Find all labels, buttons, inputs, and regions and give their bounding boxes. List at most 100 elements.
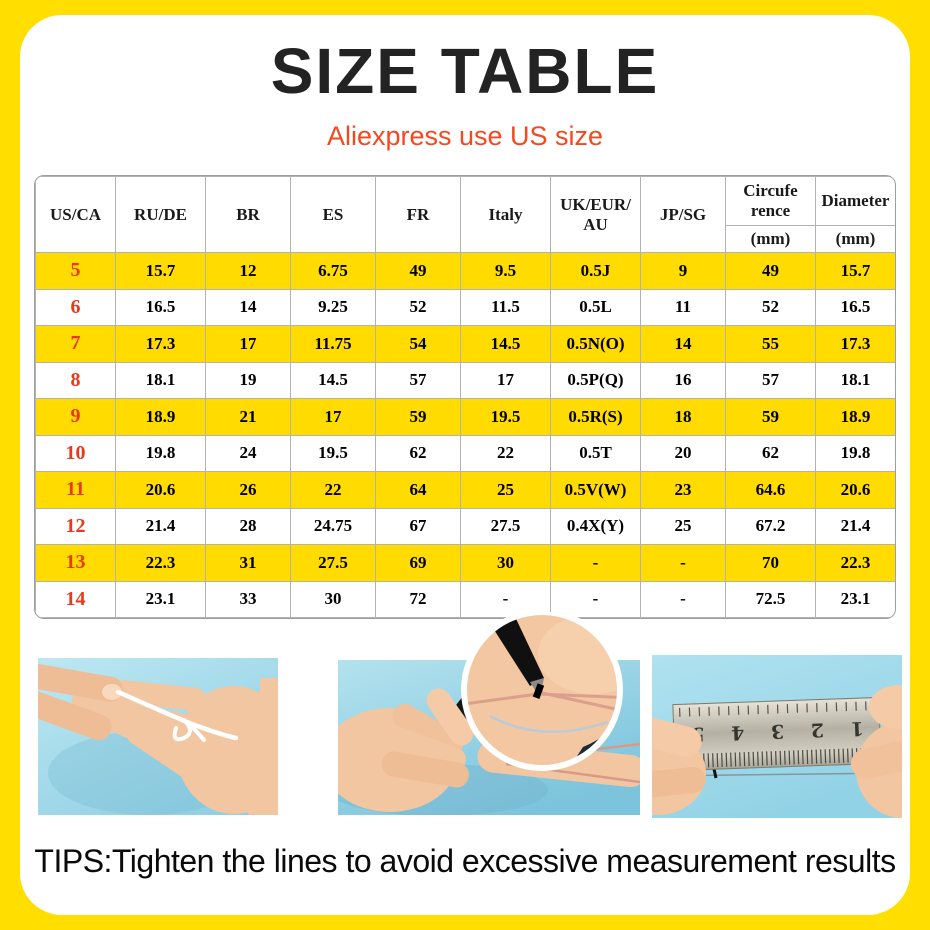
size-row-14: 14 23.1 33 30 72 - - - 72.5 23.1 <box>35 580 895 618</box>
unit-cell-diameter-mm: (mm) <box>815 225 895 253</box>
size-row-11: 11 20.6 26 22 64 25 0.5V(W) 23 64.6 20.6 <box>35 471 895 509</box>
size-cell: 21.4 <box>815 507 895 545</box>
size-cell: 18 <box>640 398 726 436</box>
size-cell: 9.25 <box>290 288 376 326</box>
size-cell: 17.3 <box>815 325 895 363</box>
size-cell: 25 <box>460 471 551 509</box>
size-cell: 0.5R(S) <box>550 398 641 436</box>
measure-step-photo-2 <box>338 612 640 815</box>
column-header-italy: Italy <box>460 176 551 253</box>
size-cell: 57 <box>725 361 816 399</box>
column-header-es: ES <box>290 176 376 253</box>
mark-string-illustration <box>338 612 640 815</box>
size-cell: 9 <box>640 252 726 290</box>
right-hand-icon <box>850 685 902 818</box>
size-table-frame: US/CA RU/DE BR ES FR Italy UK/EUR/ AU JP… <box>34 175 896 619</box>
size-cell: 14.5 <box>290 361 376 399</box>
size-cell: 49 <box>375 252 461 290</box>
size-cell: 14 <box>640 325 726 363</box>
size-cell: 6.75 <box>290 252 376 290</box>
us-size-cell: 12 <box>35 507 116 545</box>
size-cell: 52 <box>725 288 816 326</box>
size-cell: 26 <box>205 471 291 509</box>
size-cell: 22 <box>460 434 551 472</box>
size-cell: 59 <box>375 398 461 436</box>
size-cell: 22.3 <box>115 544 206 582</box>
size-cell: 19 <box>205 361 291 399</box>
column-header-us-ca: US/CA <box>35 176 116 253</box>
size-cell: 11.75 <box>290 325 376 363</box>
size-cell: 64 <box>375 471 461 509</box>
size-row-6: 6 16.5 14 9.25 52 11.5 0.5L 11 52 16.5 <box>35 288 895 326</box>
size-cell: 12 <box>205 252 291 290</box>
us-size-cell: 7 <box>35 325 116 363</box>
us-size-cell: 10 <box>35 434 116 472</box>
size-cell: 23.1 <box>815 580 895 618</box>
size-cell: 21.4 <box>115 507 206 545</box>
size-cell: 33 <box>205 580 291 618</box>
size-cell: - <box>550 544 641 582</box>
us-size-cell: 6 <box>35 288 116 326</box>
size-cell: 0.5V(W) <box>550 471 641 509</box>
size-cell: 19.8 <box>115 434 206 472</box>
column-header-br: BR <box>205 176 291 253</box>
size-cell: - <box>640 544 726 582</box>
size-cell: 55 <box>725 325 816 363</box>
unit-cell-circumference-mm: (mm) <box>725 225 816 253</box>
size-cell: 59 <box>725 398 816 436</box>
size-cell: 28 <box>205 507 291 545</box>
size-cell: 62 <box>375 434 461 472</box>
page-title: SIZE TABLE <box>270 35 660 107</box>
measure-step-photo-1 <box>38 658 278 815</box>
size-cell: 15.7 <box>115 252 206 290</box>
column-header-jp-sg: JP/SG <box>640 176 726 253</box>
size-cell: 15.7 <box>815 252 895 290</box>
column-header-ru-de: RU/DE <box>115 176 206 253</box>
ruler-measure-illustration: 1 2 3 4 5 6 7 <box>652 655 902 818</box>
size-cell: - <box>640 580 726 618</box>
us-size-cell: 5 <box>35 252 116 290</box>
size-cell: 17.3 <box>115 325 206 363</box>
left-hand-icon <box>652 716 706 815</box>
size-cell: 23 <box>640 471 726 509</box>
size-cell: 30 <box>290 580 376 618</box>
size-cell: 0.5N(O) <box>550 325 641 363</box>
column-header-circumference: Circufe rence <box>725 176 816 226</box>
size-cell: 18.9 <box>115 398 206 436</box>
size-cell: 14.5 <box>460 325 551 363</box>
page-subtitle: Aliexpress use US size <box>326 121 604 151</box>
size-cell: 27.5 <box>290 544 376 582</box>
size-cell: 21 <box>205 398 291 436</box>
size-cell: - <box>550 580 641 618</box>
size-cell: 19.8 <box>815 434 895 472</box>
size-cell: 62 <box>725 434 816 472</box>
wrap-string-illustration <box>38 658 278 815</box>
size-cell: 0.4X(Y) <box>550 507 641 545</box>
size-cell: 17 <box>205 325 291 363</box>
size-cell: 72.5 <box>725 580 816 618</box>
size-cell: 17 <box>460 361 551 399</box>
size-cell: 22 <box>290 471 376 509</box>
size-cell: 30 <box>460 544 551 582</box>
size-row-13: 13 22.3 31 27.5 69 30 - - 70 22.3 <box>35 544 895 582</box>
size-cell: 64.6 <box>725 471 816 509</box>
string-loop-icon <box>172 718 206 742</box>
size-row-9: 9 18.9 21 17 59 19.5 0.5R(S) 18 59 18.9 <box>35 398 895 436</box>
size-cell: 11.5 <box>460 288 551 326</box>
size-cell: 0.5L <box>550 288 641 326</box>
size-cell: 67.2 <box>725 507 816 545</box>
size-cell: 22.3 <box>815 544 895 582</box>
size-cell: 18.9 <box>815 398 895 436</box>
size-cell: 52 <box>375 288 461 326</box>
size-cell: 67 <box>375 507 461 545</box>
size-cell: 18.1 <box>115 361 206 399</box>
size-table: US/CA RU/DE BR ES FR Italy UK/EUR/ AU JP… <box>35 176 895 618</box>
size-cell: 31 <box>205 544 291 582</box>
size-cell: 16.5 <box>115 288 206 326</box>
us-size-cell: 11 <box>35 471 116 509</box>
size-cell: 24.75 <box>290 507 376 545</box>
size-cell: 18.1 <box>815 361 895 399</box>
size-cell: 27.5 <box>460 507 551 545</box>
size-cell: 20.6 <box>115 471 206 509</box>
size-row-10: 10 19.8 24 19.5 62 22 0.5T 20 62 19.8 <box>35 434 895 472</box>
